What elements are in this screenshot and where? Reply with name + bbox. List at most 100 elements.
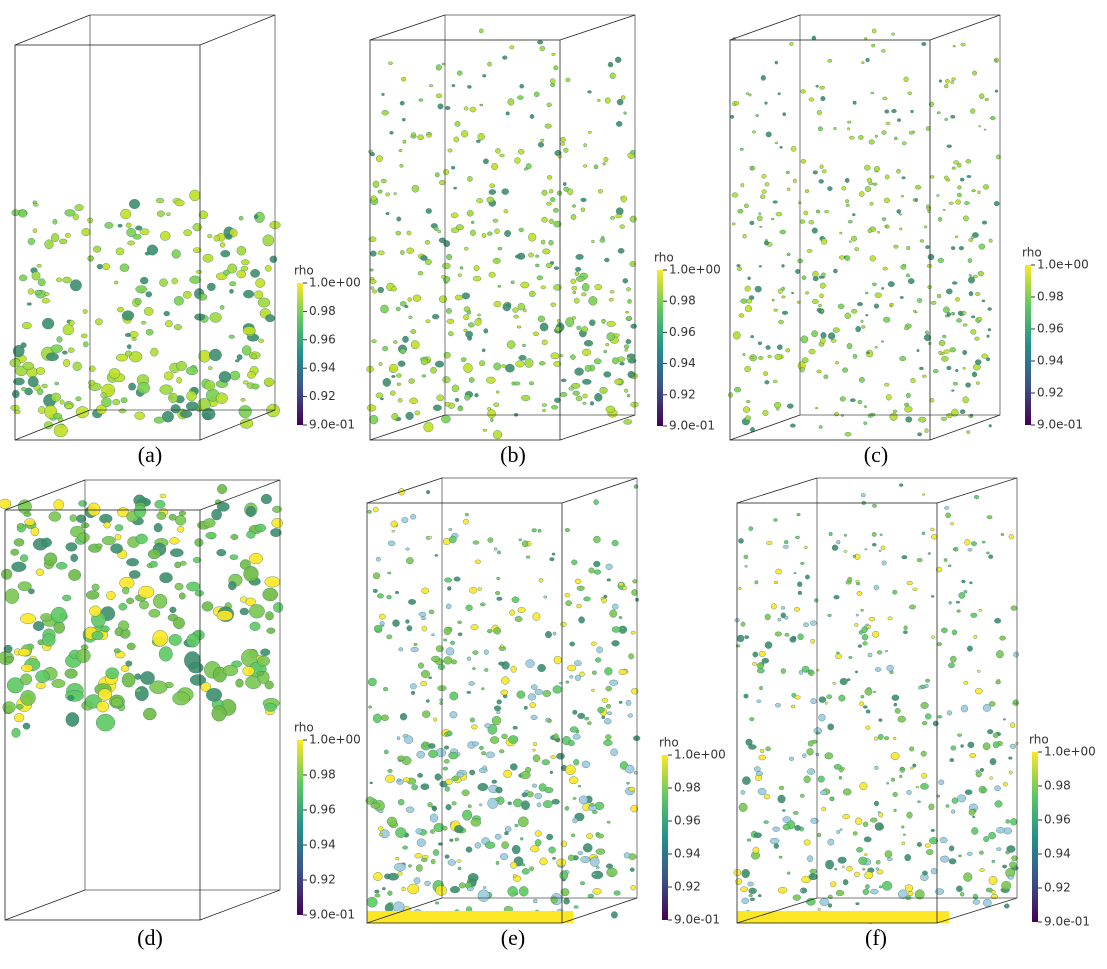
- blob: [198, 294, 207, 301]
- colorbar-ramp: [1032, 752, 1038, 922]
- blob: [590, 803, 595, 806]
- blob: [458, 621, 462, 624]
- blob: [906, 274, 910, 277]
- blob: [387, 817, 397, 826]
- blob: [926, 205, 929, 208]
- blob: [452, 84, 455, 87]
- blob: [525, 790, 529, 793]
- blob: [147, 245, 158, 255]
- blob: [870, 889, 878, 894]
- blob: [630, 868, 634, 872]
- panel-label: (e): [501, 925, 525, 950]
- blob: [403, 778, 410, 782]
- blob: [446, 804, 452, 810]
- box-edge: [730, 415, 800, 440]
- blob: [782, 264, 785, 267]
- blob: [498, 247, 502, 250]
- blob: [432, 806, 437, 809]
- blob: [431, 634, 434, 636]
- blob: [45, 240, 54, 249]
- blob: [902, 842, 905, 845]
- blob: [379, 833, 383, 835]
- blob: [376, 156, 382, 162]
- blob: [887, 858, 892, 861]
- blob: [765, 614, 771, 620]
- box-edge: [200, 890, 280, 920]
- blob: [220, 305, 224, 309]
- blob: [371, 196, 377, 202]
- blob: [260, 649, 270, 656]
- blob: [92, 631, 103, 640]
- blob: [495, 834, 501, 839]
- blob: [511, 862, 517, 869]
- blob: [756, 114, 759, 116]
- colorbar-ramp: [1025, 265, 1031, 425]
- blob: [418, 663, 424, 669]
- blob: [489, 189, 496, 194]
- blob: [741, 183, 744, 186]
- blob: [542, 190, 547, 196]
- blob: [795, 825, 801, 830]
- blob: [784, 616, 788, 619]
- blob: [136, 534, 148, 544]
- blob: [785, 633, 789, 636]
- blob: [955, 369, 958, 372]
- blob: [425, 240, 430, 244]
- blob: [866, 314, 869, 316]
- blob: [472, 667, 475, 669]
- colorbar-tick-label: 1.0e+00: [669, 263, 721, 277]
- blob: [155, 500, 166, 508]
- blob: [759, 651, 766, 656]
- blob: [530, 702, 536, 708]
- blob: [765, 182, 769, 186]
- blob: [874, 766, 878, 770]
- blob: [370, 782, 373, 784]
- blob: [179, 511, 186, 516]
- blob: [444, 240, 450, 246]
- blob: [951, 313, 953, 315]
- blob: [512, 845, 520, 854]
- blob: [879, 886, 882, 888]
- blob: [78, 501, 86, 507]
- blob: [734, 869, 741, 876]
- blob: [764, 241, 769, 245]
- blob: [584, 597, 591, 601]
- blob: [36, 682, 46, 688]
- blob: [53, 219, 58, 224]
- blob: [493, 430, 502, 439]
- panel-label: (d): [137, 925, 163, 950]
- blob: [866, 58, 870, 62]
- blob: [922, 375, 926, 378]
- blob: [400, 250, 404, 254]
- blob: [630, 216, 637, 222]
- blob: [532, 529, 537, 533]
- blob: [741, 299, 748, 304]
- blob: [904, 77, 909, 82]
- blob: [376, 393, 383, 398]
- blob: [818, 127, 823, 131]
- blob: [821, 96, 826, 101]
- blob: [502, 734, 508, 739]
- blob: [814, 599, 818, 603]
- blob: [897, 209, 901, 213]
- blob: [1001, 881, 1011, 890]
- blob: [93, 246, 101, 252]
- blob: [490, 736, 499, 743]
- blob: [800, 889, 803, 892]
- blob: [815, 407, 818, 409]
- blob: [457, 772, 463, 777]
- colorbar: rho1.0e+000.980.960.940.929.0e-01: [1029, 733, 1096, 929]
- blob: [496, 798, 500, 801]
- blob: [861, 320, 864, 323]
- blob: [228, 581, 236, 590]
- blob: [986, 888, 993, 892]
- blob: [376, 557, 380, 561]
- blob: [783, 817, 791, 823]
- blob: [421, 359, 428, 365]
- blob: [897, 169, 901, 173]
- blob: [858, 135, 863, 139]
- blob: [935, 889, 944, 895]
- blob: [753, 847, 759, 853]
- blob: [468, 805, 471, 808]
- blob: [535, 689, 543, 695]
